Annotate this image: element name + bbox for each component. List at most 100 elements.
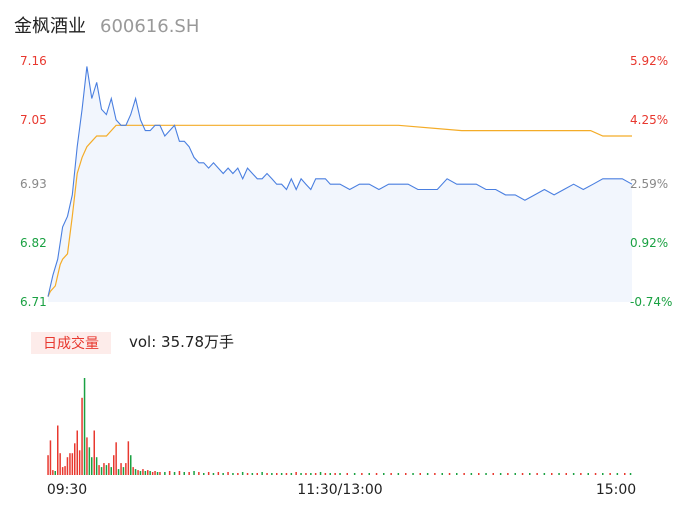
volume-bar [86, 437, 88, 475]
volume-bar [368, 473, 370, 475]
volume-bar [59, 453, 61, 475]
volume-bar [132, 467, 134, 475]
volume-bar [52, 470, 54, 475]
volume-bar [207, 472, 210, 475]
volume-bar [314, 473, 317, 475]
volume-bar [74, 443, 76, 475]
y-tick-left: 7.16 [20, 54, 47, 68]
y-tick-left: 6.71 [20, 295, 47, 309]
volume-bar [271, 473, 273, 475]
volume-bar [353, 473, 356, 475]
volume-bar [629, 473, 632, 475]
volume-bar [397, 473, 400, 475]
volume-bar [156, 472, 159, 475]
stock-name: 金枫酒业 [14, 16, 86, 37]
volume-bar [54, 471, 56, 475]
y-tick-left: 7.05 [20, 113, 47, 127]
volume-bar [76, 430, 78, 475]
volume-bar [137, 470, 139, 475]
volume-bar [105, 465, 108, 475]
volume-bar [558, 473, 560, 475]
y-tick-right: 4.25% [630, 113, 668, 127]
volume-bar [499, 473, 502, 475]
volume-bar [514, 473, 516, 475]
volume-bar [139, 471, 142, 475]
volume-bar [485, 473, 487, 475]
volume-bar [125, 463, 127, 475]
volume-bar [147, 470, 149, 475]
volume-bar [198, 472, 200, 475]
volume-bar [256, 473, 258, 475]
volume-bar [212, 473, 215, 475]
volume-bar [47, 455, 49, 475]
volume-bar [64, 466, 66, 475]
volume-bar [164, 472, 166, 475]
volume-bar [69, 453, 71, 475]
volume-bar [339, 473, 341, 475]
volume-bar [536, 473, 538, 475]
volume-bar [122, 467, 125, 475]
volume-bar [91, 457, 93, 475]
volume-bar [241, 472, 244, 475]
volume-bar [300, 473, 302, 475]
volume-bar [130, 455, 132, 475]
volume-bar [217, 472, 220, 475]
x-tick: 11:30/13:00 [297, 482, 382, 498]
volume-bar [426, 473, 429, 475]
volume-bar [178, 471, 181, 475]
volume-bar [57, 425, 59, 475]
volume-bar [470, 473, 473, 475]
volume-bar [120, 463, 122, 475]
volume-bar [285, 473, 288, 475]
volume-bar [159, 472, 161, 475]
stock-code: 600616.SH [100, 16, 200, 37]
volume-bar [319, 472, 322, 475]
x-tick: 09:30 [47, 482, 87, 498]
volume-bar [529, 473, 531, 475]
volume-bar [594, 473, 597, 475]
volume-bar [405, 473, 407, 475]
volume-bar [183, 472, 185, 475]
volume-bar [276, 473, 278, 475]
volume-bar [88, 447, 91, 475]
volume-bar [115, 442, 117, 475]
y-tick-right: -0.74% [630, 295, 672, 309]
volume-bar [295, 472, 297, 475]
volume-bar [246, 473, 249, 475]
volume-bar [334, 473, 336, 475]
volume-bar [280, 473, 283, 475]
volume-bar [572, 473, 575, 475]
volume-bar [609, 473, 611, 475]
volume-bar [95, 457, 98, 475]
volume-bar [412, 473, 414, 475]
volume-bar [66, 457, 69, 475]
volume-bar [266, 473, 268, 475]
volume-bar [173, 472, 176, 475]
volume-bar [98, 465, 100, 475]
volume-bar [624, 473, 626, 475]
volume-bar [478, 473, 480, 475]
volume-bar [103, 463, 105, 475]
volume-bar [602, 473, 604, 475]
volume-bar [310, 473, 312, 475]
volume-bar [324, 473, 327, 475]
volume-bar [521, 473, 524, 475]
volume-bar [251, 473, 254, 475]
volume-bar [203, 473, 205, 475]
volume-bar [188, 472, 190, 475]
volume-bar [134, 469, 137, 475]
volume-bar [329, 473, 331, 475]
volume-bar [587, 473, 589, 475]
volume-bar [117, 469, 120, 475]
volume-bar [127, 441, 130, 475]
volume-bar [463, 473, 465, 475]
volume-bar [492, 473, 494, 475]
volume-bar [222, 473, 224, 475]
volume-bar [49, 440, 52, 475]
volume-bar [543, 473, 546, 475]
y-tick-left: 6.82 [20, 236, 47, 250]
volume-bar [93, 430, 95, 475]
volume-bar [100, 467, 103, 475]
volume-bar [390, 473, 392, 475]
